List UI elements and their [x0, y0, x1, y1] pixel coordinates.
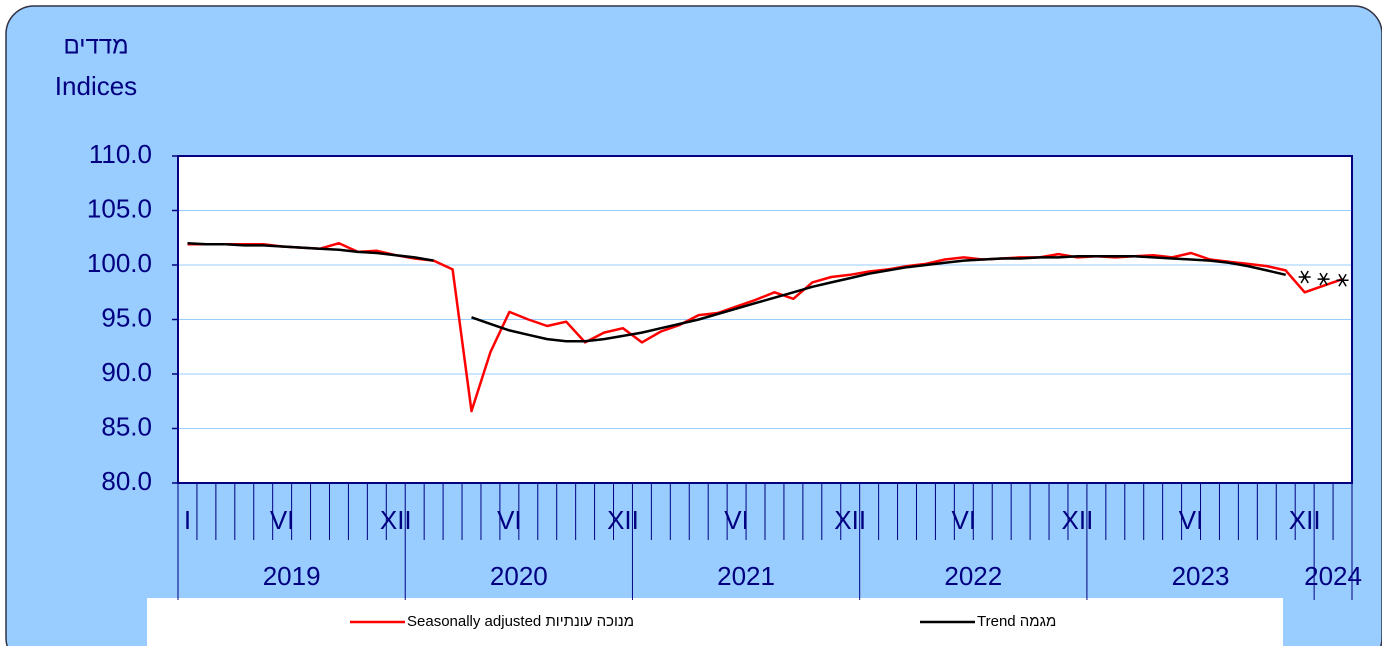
year-label: 2021	[717, 561, 775, 591]
year-label: 2023	[1172, 561, 1230, 591]
y-tick-label: 105.0	[87, 193, 152, 223]
x-tick-label: I	[184, 505, 191, 535]
year-label: 2020	[490, 561, 548, 591]
x-tick-label: XII	[1289, 505, 1321, 535]
y-axis-label-he: מדדים	[63, 32, 128, 59]
year-label: 2022	[944, 561, 1002, 591]
x-tick-label: VI	[724, 505, 749, 535]
y-tick-label: 85.0	[101, 411, 152, 441]
x-tick-label: XII	[607, 505, 639, 535]
year-label: 2019	[263, 561, 321, 591]
y-tick-label: 95.0	[101, 302, 152, 332]
asterisk-marker	[1317, 272, 1330, 286]
asterisk-marker	[1298, 270, 1311, 284]
y-tick-label: 100.0	[87, 248, 152, 278]
x-tick-label: VI	[270, 505, 295, 535]
x-tick-label: XII	[380, 505, 412, 535]
year-label: 2024	[1304, 561, 1362, 591]
y-tick-label: 90.0	[101, 357, 152, 387]
x-tick-label: XII	[834, 505, 866, 535]
y-axis-label-en: Indices	[55, 71, 137, 101]
series-line	[187, 241, 1286, 343]
x-tick-label: VI	[497, 505, 522, 535]
legend-label: Seasonally adjusted מנוכה עונתיות	[407, 613, 634, 630]
y-tick-label: 110.0	[89, 139, 152, 169]
asterisk-marker	[1336, 273, 1349, 287]
y-tick-label: 80.0	[101, 466, 152, 496]
series-line	[187, 241, 1343, 413]
x-tick-label: XII	[1062, 505, 1094, 535]
x-tick-label: VI	[1179, 505, 1204, 535]
legend-label: Trend מגמה	[977, 613, 1056, 630]
legend	[147, 598, 1283, 646]
x-tick-label: VI	[952, 505, 977, 535]
